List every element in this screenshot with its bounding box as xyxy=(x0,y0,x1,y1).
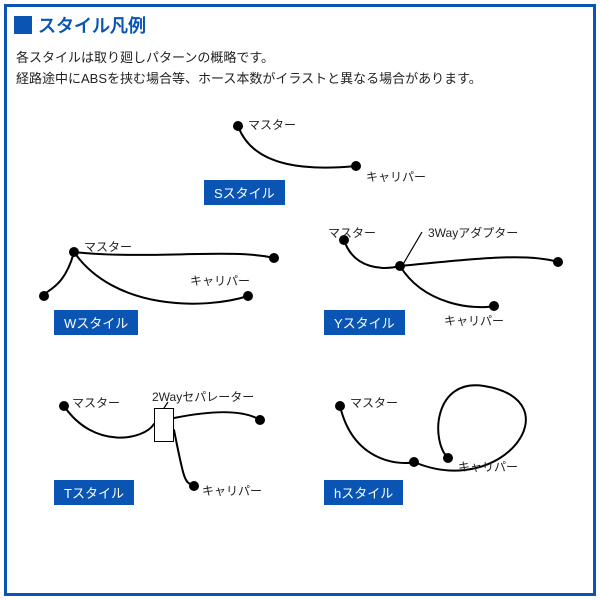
t-node xyxy=(255,415,265,425)
y-node xyxy=(395,261,405,271)
w-node-label: キャリパー xyxy=(190,272,250,289)
t-node-label: キャリパー xyxy=(202,482,262,499)
h-node xyxy=(335,401,345,411)
h-node xyxy=(409,457,419,467)
s-style-badge: Sスタイル xyxy=(204,180,285,205)
s-node xyxy=(233,121,243,131)
w-style-badge: Wスタイル xyxy=(54,310,138,335)
s-node-label: キャリパー xyxy=(366,168,426,185)
w-node xyxy=(39,291,49,301)
w-node-label: マスター xyxy=(84,238,132,255)
y-curve xyxy=(400,257,558,266)
h-node-label: キャリパー xyxy=(458,458,518,475)
separator-box xyxy=(154,408,174,442)
y-style-badge: Yスタイル xyxy=(324,310,405,335)
t-style-badge: Tスタイル xyxy=(54,480,134,505)
t-node xyxy=(59,401,69,411)
curves-svg xyxy=(4,110,596,596)
y-node-label: キャリパー xyxy=(444,312,504,329)
h-node-label: マスター xyxy=(350,394,398,411)
diagram-area: マスターキャリパーSスタイルマスターキャリパーWスタイル3Wayアダプターマスタ… xyxy=(4,110,596,596)
h-node xyxy=(443,453,453,463)
y-node xyxy=(553,257,563,267)
t-node-label: マスター xyxy=(72,394,120,411)
annotation-label: 3Wayアダプター xyxy=(428,224,518,241)
y-curve xyxy=(400,266,494,307)
w-node xyxy=(269,253,279,263)
w-node xyxy=(243,291,253,301)
y-curve xyxy=(344,240,400,268)
separator-label: 2Wayセパレーター xyxy=(152,388,254,405)
s-node-label: マスター xyxy=(248,116,296,133)
t-curve xyxy=(174,430,194,486)
t-node xyxy=(189,481,199,491)
y-node-label: マスター xyxy=(328,224,376,241)
annotation-leader xyxy=(402,232,422,266)
s-node xyxy=(351,161,361,171)
h-style-badge: hスタイル xyxy=(324,480,403,505)
t-curve xyxy=(174,412,260,420)
w-node xyxy=(69,247,79,257)
h-curve xyxy=(340,406,414,463)
w-curve xyxy=(44,252,74,296)
y-node xyxy=(489,301,499,311)
